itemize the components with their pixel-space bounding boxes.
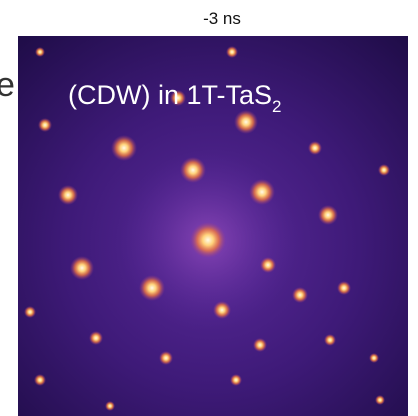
edge-text: e <box>0 66 15 104</box>
spot <box>337 281 351 295</box>
time-label: -3 ns <box>203 9 241 28</box>
spot <box>70 256 94 280</box>
spot <box>292 287 308 303</box>
spot <box>35 47 45 57</box>
overlay-main: (CDW) in 1T-TaS <box>68 80 272 110</box>
spot <box>105 401 115 411</box>
spot <box>318 205 338 225</box>
spot <box>159 351 173 365</box>
spot <box>58 185 78 205</box>
spot <box>378 164 390 176</box>
spot <box>180 157 206 183</box>
spot <box>230 374 242 386</box>
spot <box>234 110 258 134</box>
spot <box>111 135 137 161</box>
spot <box>24 306 36 318</box>
spot <box>260 257 276 273</box>
spot <box>249 179 275 205</box>
spot <box>369 353 379 363</box>
spot <box>139 275 165 301</box>
spot <box>213 301 231 319</box>
spot <box>308 141 322 155</box>
spot <box>38 118 52 132</box>
spot <box>324 334 336 346</box>
spot <box>34 374 46 386</box>
spot <box>89 331 103 345</box>
figure: -3 ns e (CDW) in 1T-TaS2 <box>0 0 418 416</box>
spot <box>190 222 226 258</box>
page: -3 ns e (CDW) in 1T-TaS2 (() => { c <box>0 0 418 416</box>
overlay-subscript: 2 <box>272 97 281 116</box>
spot <box>375 395 385 405</box>
spot <box>253 338 267 352</box>
spot <box>226 46 238 58</box>
